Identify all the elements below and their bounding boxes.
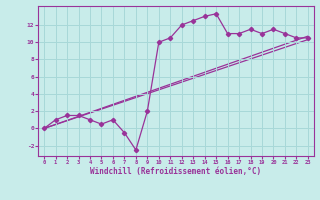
X-axis label: Windchill (Refroidissement éolien,°C): Windchill (Refroidissement éolien,°C)	[91, 167, 261, 176]
